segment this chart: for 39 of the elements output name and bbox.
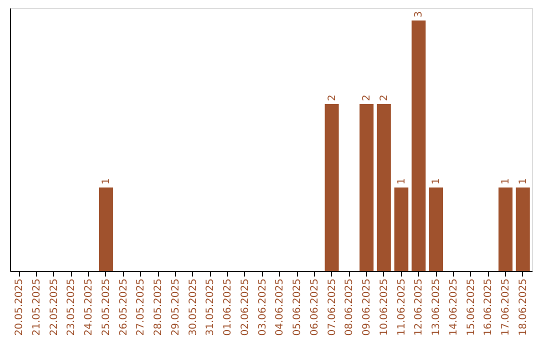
x-tick-label: 14.06.2025 [448,278,460,336]
x-tick-label: 31.05.2025 [205,278,216,336]
x-tick-label: 20.05.2025 [14,278,26,336]
data-label: 2 [326,94,338,102]
x-tick-label: 26.05.2025 [118,278,130,336]
x-tick-label: 30.05.2025 [188,278,199,336]
data-label: 2 [378,94,390,102]
x-tick-label: 11.06.2025 [396,278,408,336]
x-tick-label: 23.05.2025 [66,278,78,336]
x-tick-label: 21.05.2025 [31,278,42,336]
x-tick-label: 09.06.2025 [362,278,373,336]
data-label: 1 [500,178,512,185]
data-label: 2 [362,94,373,102]
data-label: 1 [100,178,112,185]
x-tick-label: 01.06.2025 [222,278,234,336]
x-tick-label: 17.06.2025 [500,278,512,336]
x-tick-label: 25.05.2025 [100,278,112,336]
x-tick-label: 06.06.2025 [309,278,320,336]
x-tick-label: 18.06.2025 [518,278,529,336]
x-tick-label: 03.06.2025 [257,278,268,336]
x-tick-label: 13.06.2025 [431,278,442,336]
data-label: 1 [396,178,408,185]
x-tick-label: 24.05.2025 [84,278,95,336]
data-label: 3 [414,11,425,18]
x-tick-label: 28.05.2025 [153,278,164,336]
x-tick-label: 08.06.2025 [344,278,356,336]
x-tick-label: 04.06.2025 [274,278,286,336]
x-tick-label: 29.05.2025 [170,278,182,336]
x-tick-label: 12.06.2025 [414,278,425,336]
data-label: 1 [431,178,442,185]
x-tick-label: 16.06.2025 [483,278,494,336]
x-tick-label: 27.05.2025 [136,278,147,336]
data-label: 1 [518,178,529,185]
x-tick-label: 10.06.2025 [378,278,390,336]
x-tick-label: 05.06.2025 [292,278,304,336]
x-tick-label: 15.06.2025 [466,278,477,336]
x-tick-label: 07.06.2025 [326,278,338,336]
x-tick-label: 22.05.2025 [48,278,60,336]
x-tick-label: 02.06.2025 [240,278,251,336]
